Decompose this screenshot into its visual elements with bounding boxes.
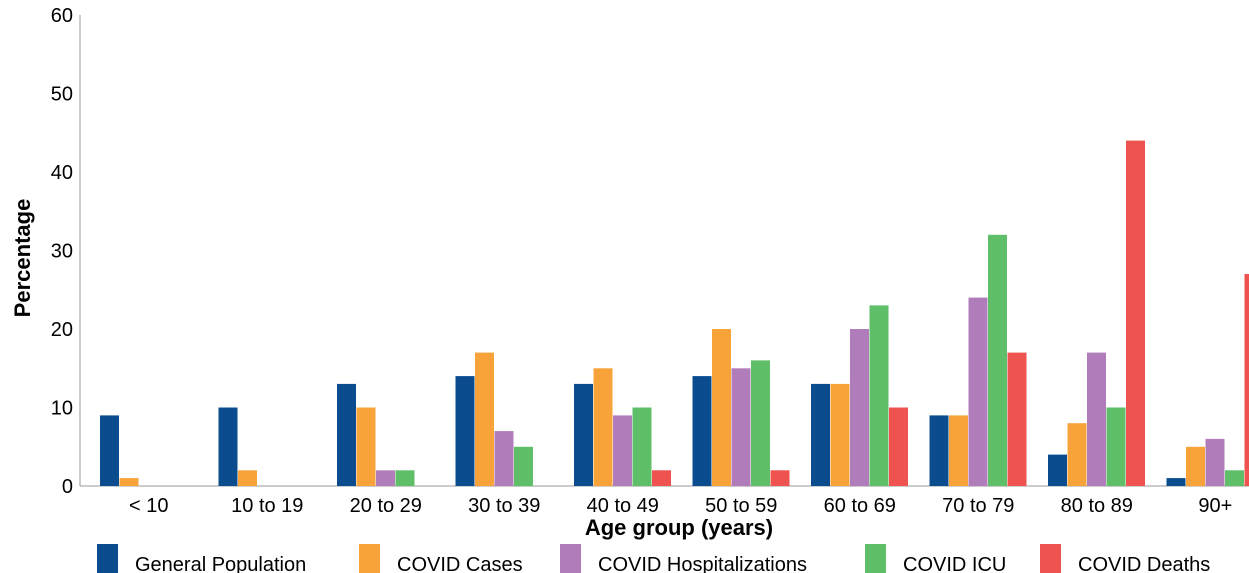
bar-covid-cases <box>1067 423 1087 486</box>
bar-covid-cases <box>830 383 850 486</box>
bar-covid-cases <box>1186 446 1205 487</box>
legend: General Population COVID Cases COVID Hospi… <box>97 544 1210 573</box>
x-axis-title: Age group (years) <box>585 515 773 540</box>
y-tick-label: 0 <box>62 476 73 498</box>
bar-covid-hospitalizations <box>1205 438 1225 486</box>
y-tick-label: 60 <box>51 5 73 27</box>
legend-swatch <box>1040 544 1061 573</box>
bar-general-population <box>337 383 356 486</box>
legend-swatch <box>359 544 380 573</box>
bar-covid-cases <box>475 352 494 486</box>
legend-label: COVID Cases <box>397 554 523 573</box>
x-tick-label: 80 to 89 <box>1061 495 1133 517</box>
x-tick-label: 90+ <box>1198 495 1232 517</box>
x-tick-label: 40 to 49 <box>587 495 659 517</box>
bar-covid-hospitalizations <box>731 368 751 487</box>
legend-swatch <box>560 544 581 573</box>
x-tick-label: 50 to 59 <box>705 495 777 517</box>
x-tick-label: 10 to 19 <box>231 495 303 517</box>
bar-general-population <box>1166 478 1186 486</box>
bar-general-population <box>692 376 712 486</box>
bar-covid-cases <box>712 329 731 486</box>
bar-covid-icu <box>988 234 1007 486</box>
x-tick-label: 20 to 29 <box>350 495 422 517</box>
y-tick-label: 20 <box>51 319 73 341</box>
bar-covid-icu <box>1106 407 1126 486</box>
y-tick-label: 40 <box>51 162 73 184</box>
bar-general-population <box>455 376 475 486</box>
bar-covid-icu <box>869 305 889 486</box>
x-tick-label: 60 to 69 <box>824 495 896 517</box>
bar-covid-hospitalizations <box>376 470 395 486</box>
y-tick-labels: 0 10 20 30 40 50 60 <box>51 5 73 498</box>
bar-covid-deaths <box>1007 352 1027 486</box>
y-tick-label: 50 <box>51 84 73 106</box>
x-tick-label: 30 to 39 <box>468 495 540 517</box>
bar-covid-cases <box>356 407 376 486</box>
bar-general-population <box>218 407 238 486</box>
bars <box>100 140 1249 487</box>
bar-covid-hospitalizations <box>850 329 869 486</box>
x-tick-labels: < 10 10 to 19 20 to 29 30 to 39 40 to 49 50 t… <box>129 495 1232 517</box>
bar-covid-cases <box>119 478 139 486</box>
bar-general-population <box>574 383 593 486</box>
bar-covid-deaths <box>889 407 908 486</box>
bar-covid-icu <box>1225 470 1244 486</box>
bar-covid-hospitalizations <box>613 415 632 486</box>
bar-covid-icu <box>632 407 652 486</box>
bar-covid-deaths <box>1126 140 1145 486</box>
bar-general-population <box>811 383 830 486</box>
bar-general-population <box>929 415 949 486</box>
bar-covid-hospitalizations <box>1087 352 1106 486</box>
bar-general-population <box>100 415 119 486</box>
y-tick-label: 10 <box>51 398 73 420</box>
bar-covid-deaths <box>652 470 671 486</box>
y-axis-title: Percentage <box>10 199 35 318</box>
x-tick-label: 70 to 79 <box>942 495 1014 517</box>
bar-covid-cases <box>949 415 968 486</box>
axes <box>79 15 1249 487</box>
bar-covid-icu <box>514 446 533 487</box>
bar-covid-hospitalizations <box>494 431 514 486</box>
bar-general-population <box>1048 454 1067 486</box>
bar-covid-deaths <box>1244 274 1249 486</box>
x-tick-label: < 10 <box>129 495 168 517</box>
bar-covid-cases <box>238 470 257 486</box>
legend-label: COVID ICU <box>903 554 1006 573</box>
bar-covid-cases <box>593 368 613 487</box>
bar-covid-deaths <box>770 470 790 486</box>
legend-swatch <box>97 544 118 573</box>
bar-covid-icu <box>395 470 415 486</box>
legend-swatch <box>865 544 886 573</box>
bar-covid-icu <box>751 360 770 486</box>
legend-label: General Population <box>135 554 306 573</box>
legend-label: COVID Hospitalizations <box>598 554 807 573</box>
legend-label: COVID Deaths <box>1078 554 1210 573</box>
bar-covid-hospitalizations <box>968 297 988 486</box>
y-tick-label: 30 <box>51 241 73 263</box>
